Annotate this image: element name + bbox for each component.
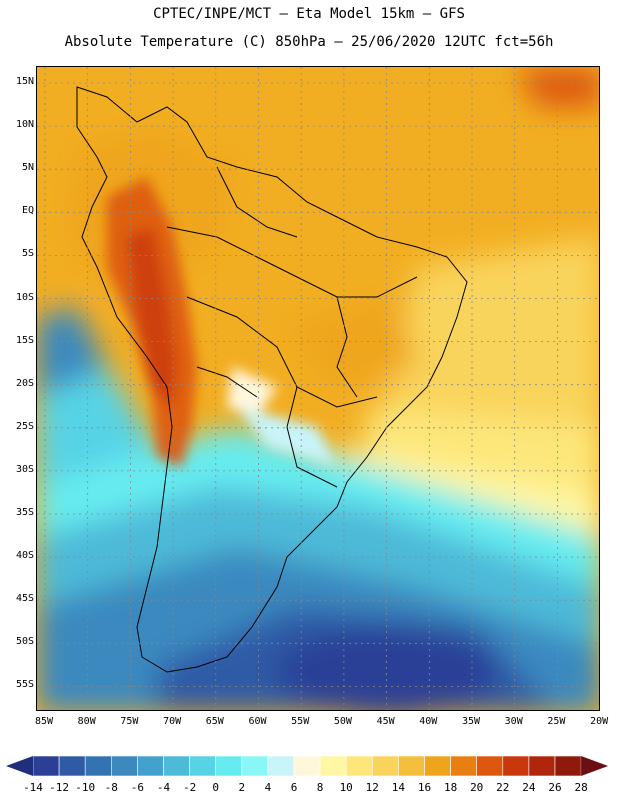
colorbar-tick-label: 12 — [365, 781, 379, 794]
colorbar-tick-label: 10 — [339, 781, 353, 794]
latitude-label: 15S — [15, 334, 34, 346]
colorbar-swatch — [111, 755, 138, 777]
temperature-map — [37, 67, 599, 710]
colorbar-swatch — [528, 755, 556, 777]
map-frame[interactable] — [36, 66, 600, 711]
longitude-label: 75W — [120, 716, 139, 727]
latitude-label: 30S — [15, 463, 34, 475]
colorbar-high-arrow — [581, 756, 609, 776]
longitude-label: 65W — [205, 716, 224, 727]
longitude-label: 40W — [419, 716, 438, 727]
latitude-label: 50S — [15, 636, 34, 648]
colorbar-swatch — [137, 755, 164, 777]
colorbar-tick-label: 22 — [496, 781, 510, 794]
latitude-label: 10N — [15, 119, 34, 131]
colorbar-swatch — [371, 755, 399, 777]
colorbar-tick-label: -8 — [104, 781, 118, 794]
colorbar-tick-label: 20 — [470, 781, 484, 794]
longitude-label: 70W — [163, 716, 182, 727]
colorbar-tick-label: 2 — [238, 781, 246, 794]
colorbar-swatch — [554, 755, 582, 777]
longitude-label: 35W — [461, 716, 481, 727]
colorbar-swatch — [241, 755, 269, 777]
colorbar-tick-label: 28 — [574, 781, 588, 794]
colorbar-swatch — [267, 755, 295, 777]
colorbar-swatch — [189, 755, 217, 777]
colorbar-tick-label: 16 — [417, 781, 432, 794]
longitude-label: 25W — [547, 716, 566, 727]
colorbar-tick-label: 6 — [290, 781, 298, 794]
colorbar-tick-label: 24 — [522, 781, 536, 794]
colorbar-swatch — [502, 755, 530, 777]
latitude-label: 55S — [15, 679, 34, 691]
latitude-label: 25S — [15, 420, 34, 432]
colorbar-swatch — [293, 755, 321, 777]
colorbar-tick-label: 4 — [264, 781, 272, 794]
colorbar-swatch — [215, 755, 243, 777]
map-title-line1: CPTEC/INPE/MCT – Eta Model 15km – GFS — [153, 6, 465, 22]
colorbar-swatch — [476, 755, 504, 777]
colorbar-tick-label: -6 — [130, 781, 145, 794]
latitude-label: 15N — [15, 76, 34, 87]
longitude-label: 55W — [291, 716, 310, 727]
longitude-label: 30W — [504, 716, 523, 727]
colorbar-low-arrow — [6, 756, 33, 776]
latitude-label: 20S — [15, 377, 34, 389]
colorbar-tick-label: 18 — [443, 781, 458, 794]
latitude-label: 35S — [15, 507, 34, 518]
colorbar-tick-label: -12 — [49, 781, 70, 794]
latitude-label: EQ — [21, 205, 34, 217]
colorbar-tick-label: -14 — [23, 781, 43, 794]
colorbar-swatch — [163, 755, 190, 777]
colorbar-swatch — [319, 755, 347, 777]
colorbar-swatch — [58, 755, 86, 777]
colorbar-swatch — [424, 755, 451, 777]
latitude-label: 5S — [21, 248, 34, 260]
colorbar-tick-label: -10 — [75, 781, 96, 794]
latitude-label: 40S — [15, 550, 34, 562]
longitude-label: 85W — [34, 716, 54, 727]
colorbar-swatch — [84, 755, 112, 777]
map-title-line2: Absolute Temperature (C) 850hPa – 25/06/… — [64, 34, 554, 50]
longitude-label: 50W — [333, 716, 352, 727]
colorbar-swatch — [32, 755, 60, 777]
latitude-label: 5N — [21, 162, 34, 174]
longitude-label: 80W — [77, 716, 96, 727]
colorbar-tick-label: 8 — [316, 781, 324, 794]
colorbar-tick-label: 0 — [212, 781, 219, 794]
longitude-label: 45W — [376, 716, 395, 727]
colorbar-swatch — [345, 755, 373, 777]
colorbar-swatch — [398, 755, 425, 777]
colorbar-tick-label: -2 — [182, 781, 197, 794]
colorbar-swatch — [450, 755, 478, 777]
colorbar-tick-label: 14 — [391, 781, 406, 794]
latitude-label: 10S — [15, 291, 34, 303]
colorbar-tick-label: -4 — [156, 781, 171, 794]
colorbar — [6, 755, 609, 777]
longitude-label: 60W — [248, 716, 267, 727]
latitude-label: 45S — [15, 593, 34, 605]
colorbar-tick-label: 26 — [548, 781, 562, 794]
longitude-label: 20W — [590, 716, 609, 727]
